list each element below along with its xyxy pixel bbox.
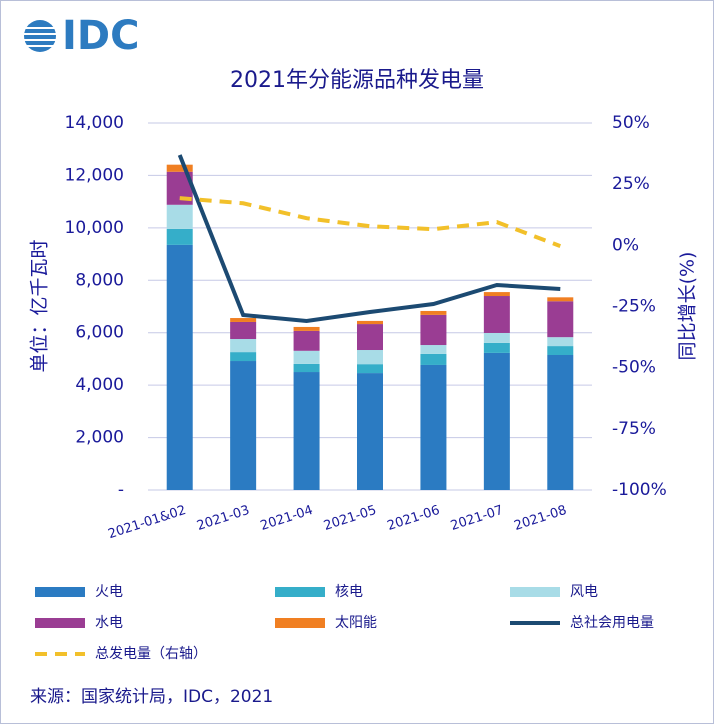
bar-segment	[547, 297, 574, 302]
y-tick-label: 4,000	[75, 375, 124, 395]
y2-tick-label: 0%	[612, 235, 639, 255]
bar-segment	[483, 296, 510, 333]
legend-label: 核电	[335, 584, 363, 600]
source: 来源：国家统计局，IDC，2021	[30, 687, 273, 707]
bar-segment	[293, 372, 320, 490]
bar-segment	[230, 321, 257, 340]
legend-label: 水电	[95, 615, 123, 631]
y2-tick-label: -75%	[612, 419, 656, 439]
bar-segment	[547, 354, 574, 490]
bar-segment	[357, 324, 383, 351]
bar-segment	[166, 164, 193, 172]
bar-segment	[230, 339, 257, 353]
bar-segment	[420, 364, 447, 490]
bar-segment	[547, 346, 574, 355]
bar-segment	[483, 292, 510, 297]
bar-segment	[166, 244, 193, 490]
bar-segment	[483, 342, 510, 353]
bar-segment	[357, 320, 383, 325]
bar-segment	[293, 330, 320, 351]
logo: IDC	[62, 13, 139, 59]
y-tick-label: 6,000	[75, 323, 124, 343]
legend-swatch	[275, 587, 325, 597]
y2-tick-label: 50%	[612, 113, 650, 133]
y-tick-label: 8,000	[75, 270, 124, 290]
legend-swatch	[275, 618, 325, 628]
legend-swatch	[35, 587, 85, 597]
bar-segment	[483, 332, 510, 343]
bar-segment	[230, 361, 257, 490]
y2-tick-label: -25%	[612, 297, 656, 317]
y-tick-label: 12,000	[65, 165, 124, 185]
y2-tick-label: 25%	[612, 174, 650, 194]
line-series	[179, 196, 561, 248]
legend-swatch	[510, 587, 560, 597]
bar-segment	[230, 352, 257, 362]
bar-segment	[357, 350, 383, 365]
bar-segment	[420, 314, 447, 346]
bar-segment	[230, 318, 257, 322]
y-tick-label: 10,000	[65, 218, 124, 238]
y2-tick-label: -50%	[612, 358, 656, 378]
y-tick-label: -	[118, 480, 124, 500]
bar-segment	[420, 345, 447, 354]
bar-segment	[293, 326, 320, 331]
chart-title: 2021年分能源品种发电量	[230, 68, 484, 93]
legend-label: 总社会用电量	[570, 615, 654, 631]
logo-icon	[22, 20, 58, 52]
bar-segment	[547, 337, 574, 347]
bar-segment	[293, 350, 320, 364]
legend-label: 风电	[570, 584, 598, 600]
legend-swatch	[35, 618, 85, 628]
y2-axis-label: 同比增长(%)	[677, 252, 699, 361]
bar-segment	[166, 228, 193, 245]
legend-label: 火电	[95, 584, 123, 600]
y2-tick-label: -100%	[612, 480, 667, 500]
bar-segment	[357, 364, 383, 374]
bar-segment	[357, 373, 383, 490]
y-tick-label: 2,000	[75, 428, 124, 448]
legend-label: 太阳能	[335, 615, 377, 631]
legend-label: 总发电量（右轴）	[95, 646, 207, 662]
bar-segment	[420, 353, 447, 365]
y-axis-label: 单位：亿千瓦时	[29, 239, 51, 372]
bar-segment	[483, 352, 510, 490]
line-series	[177, 154, 561, 324]
bar-segment	[420, 310, 447, 315]
bar-segment	[293, 363, 320, 373]
bar-segment	[166, 204, 193, 229]
y-tick-label: 14,000	[65, 113, 124, 133]
bar-segment	[547, 301, 574, 338]
